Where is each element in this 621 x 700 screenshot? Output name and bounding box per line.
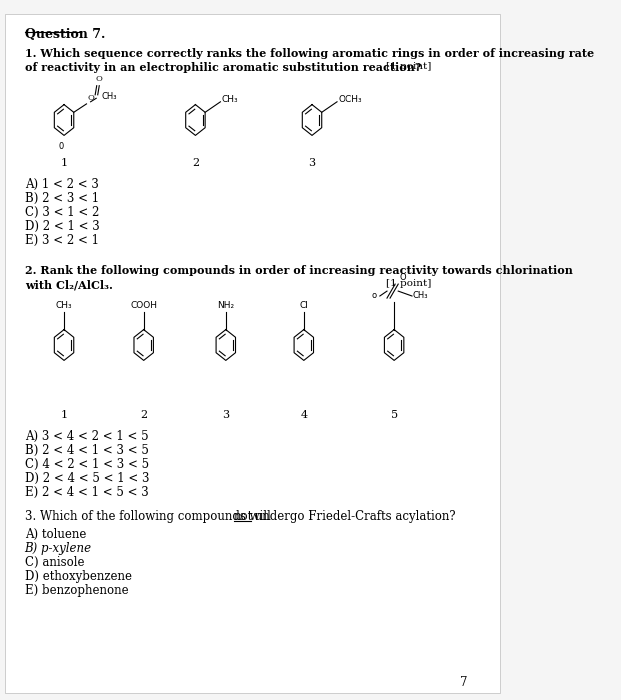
Text: 4: 4 (300, 410, 307, 420)
Text: B) 2 < 3 < 1: B) 2 < 3 < 1 (25, 192, 99, 205)
Text: D) ethoxybenzene: D) ethoxybenzene (25, 570, 132, 583)
Text: CH₃: CH₃ (413, 291, 428, 300)
Text: 2: 2 (140, 410, 147, 420)
Text: D) 2 < 4 < 5 < 1 < 3: D) 2 < 4 < 5 < 1 < 3 (25, 472, 149, 485)
Text: 1: 1 (60, 158, 68, 168)
Text: CH₃: CH₃ (56, 301, 73, 310)
Text: Question 7.: Question 7. (25, 28, 105, 41)
Text: [1 point]: [1 point] (386, 279, 432, 288)
Text: o: o (371, 291, 376, 300)
Text: with Cl₂/AlCl₃.: with Cl₂/AlCl₃. (25, 279, 112, 290)
Text: 0: 0 (59, 142, 64, 151)
Text: undergo Friedel-Crafts acylation?: undergo Friedel-Crafts acylation? (252, 510, 456, 523)
Text: not: not (234, 510, 253, 523)
Text: B) 2 < 4 < 1 < 3 < 5: B) 2 < 4 < 1 < 3 < 5 (25, 444, 148, 457)
Text: E) 3 < 2 < 1: E) 3 < 2 < 1 (25, 234, 99, 247)
Text: 1: 1 (60, 410, 68, 420)
Text: 3: 3 (309, 158, 315, 168)
Text: E) 2 < 4 < 1 < 5 < 3: E) 2 < 4 < 1 < 5 < 3 (25, 486, 148, 499)
Text: D) 2 < 1 < 3: D) 2 < 1 < 3 (25, 220, 99, 233)
Text: A) 3 < 4 < 2 < 1 < 5: A) 3 < 4 < 2 < 1 < 5 (25, 430, 148, 443)
Text: CH₃: CH₃ (222, 95, 238, 104)
Text: E) benzophenone: E) benzophenone (25, 584, 129, 597)
Text: C) 3 < 1 < 2: C) 3 < 1 < 2 (25, 206, 99, 219)
Text: C) anisole: C) anisole (25, 556, 84, 569)
Text: Cl: Cl (299, 301, 308, 310)
Text: 7: 7 (460, 676, 468, 689)
Text: 2: 2 (192, 158, 199, 168)
Text: O: O (399, 273, 406, 282)
Text: [1 point]: [1 point] (386, 62, 432, 71)
Text: 2. Rank the following compounds in order of increasing reactivity towards chlori: 2. Rank the following compounds in order… (25, 265, 573, 276)
Text: CH₃: CH₃ (102, 92, 117, 102)
Text: COOH: COOH (130, 301, 157, 310)
Text: C) 4 < 2 < 1 < 3 < 5: C) 4 < 2 < 1 < 3 < 5 (25, 458, 149, 471)
Text: 3. Which of the following compounds will: 3. Which of the following compounds will (25, 510, 274, 523)
Text: 5: 5 (391, 410, 397, 420)
Text: of reactivity in an electrophilic aromatic substitution reaction?: of reactivity in an electrophilic aromat… (25, 62, 421, 73)
Text: B) p-xylene: B) p-xylene (25, 542, 92, 555)
Text: A) toluene: A) toluene (25, 528, 86, 541)
Text: 1. Which sequence correctly ranks the following aromatic rings in order of incre: 1. Which sequence correctly ranks the fo… (25, 48, 594, 59)
Text: A) 1 < 2 < 3: A) 1 < 2 < 3 (25, 178, 99, 191)
Text: O: O (88, 94, 94, 102)
Text: NH₂: NH₂ (217, 301, 234, 310)
Text: OCH₃: OCH₃ (338, 95, 361, 104)
Text: O: O (95, 75, 102, 83)
Text: 3: 3 (222, 410, 229, 420)
